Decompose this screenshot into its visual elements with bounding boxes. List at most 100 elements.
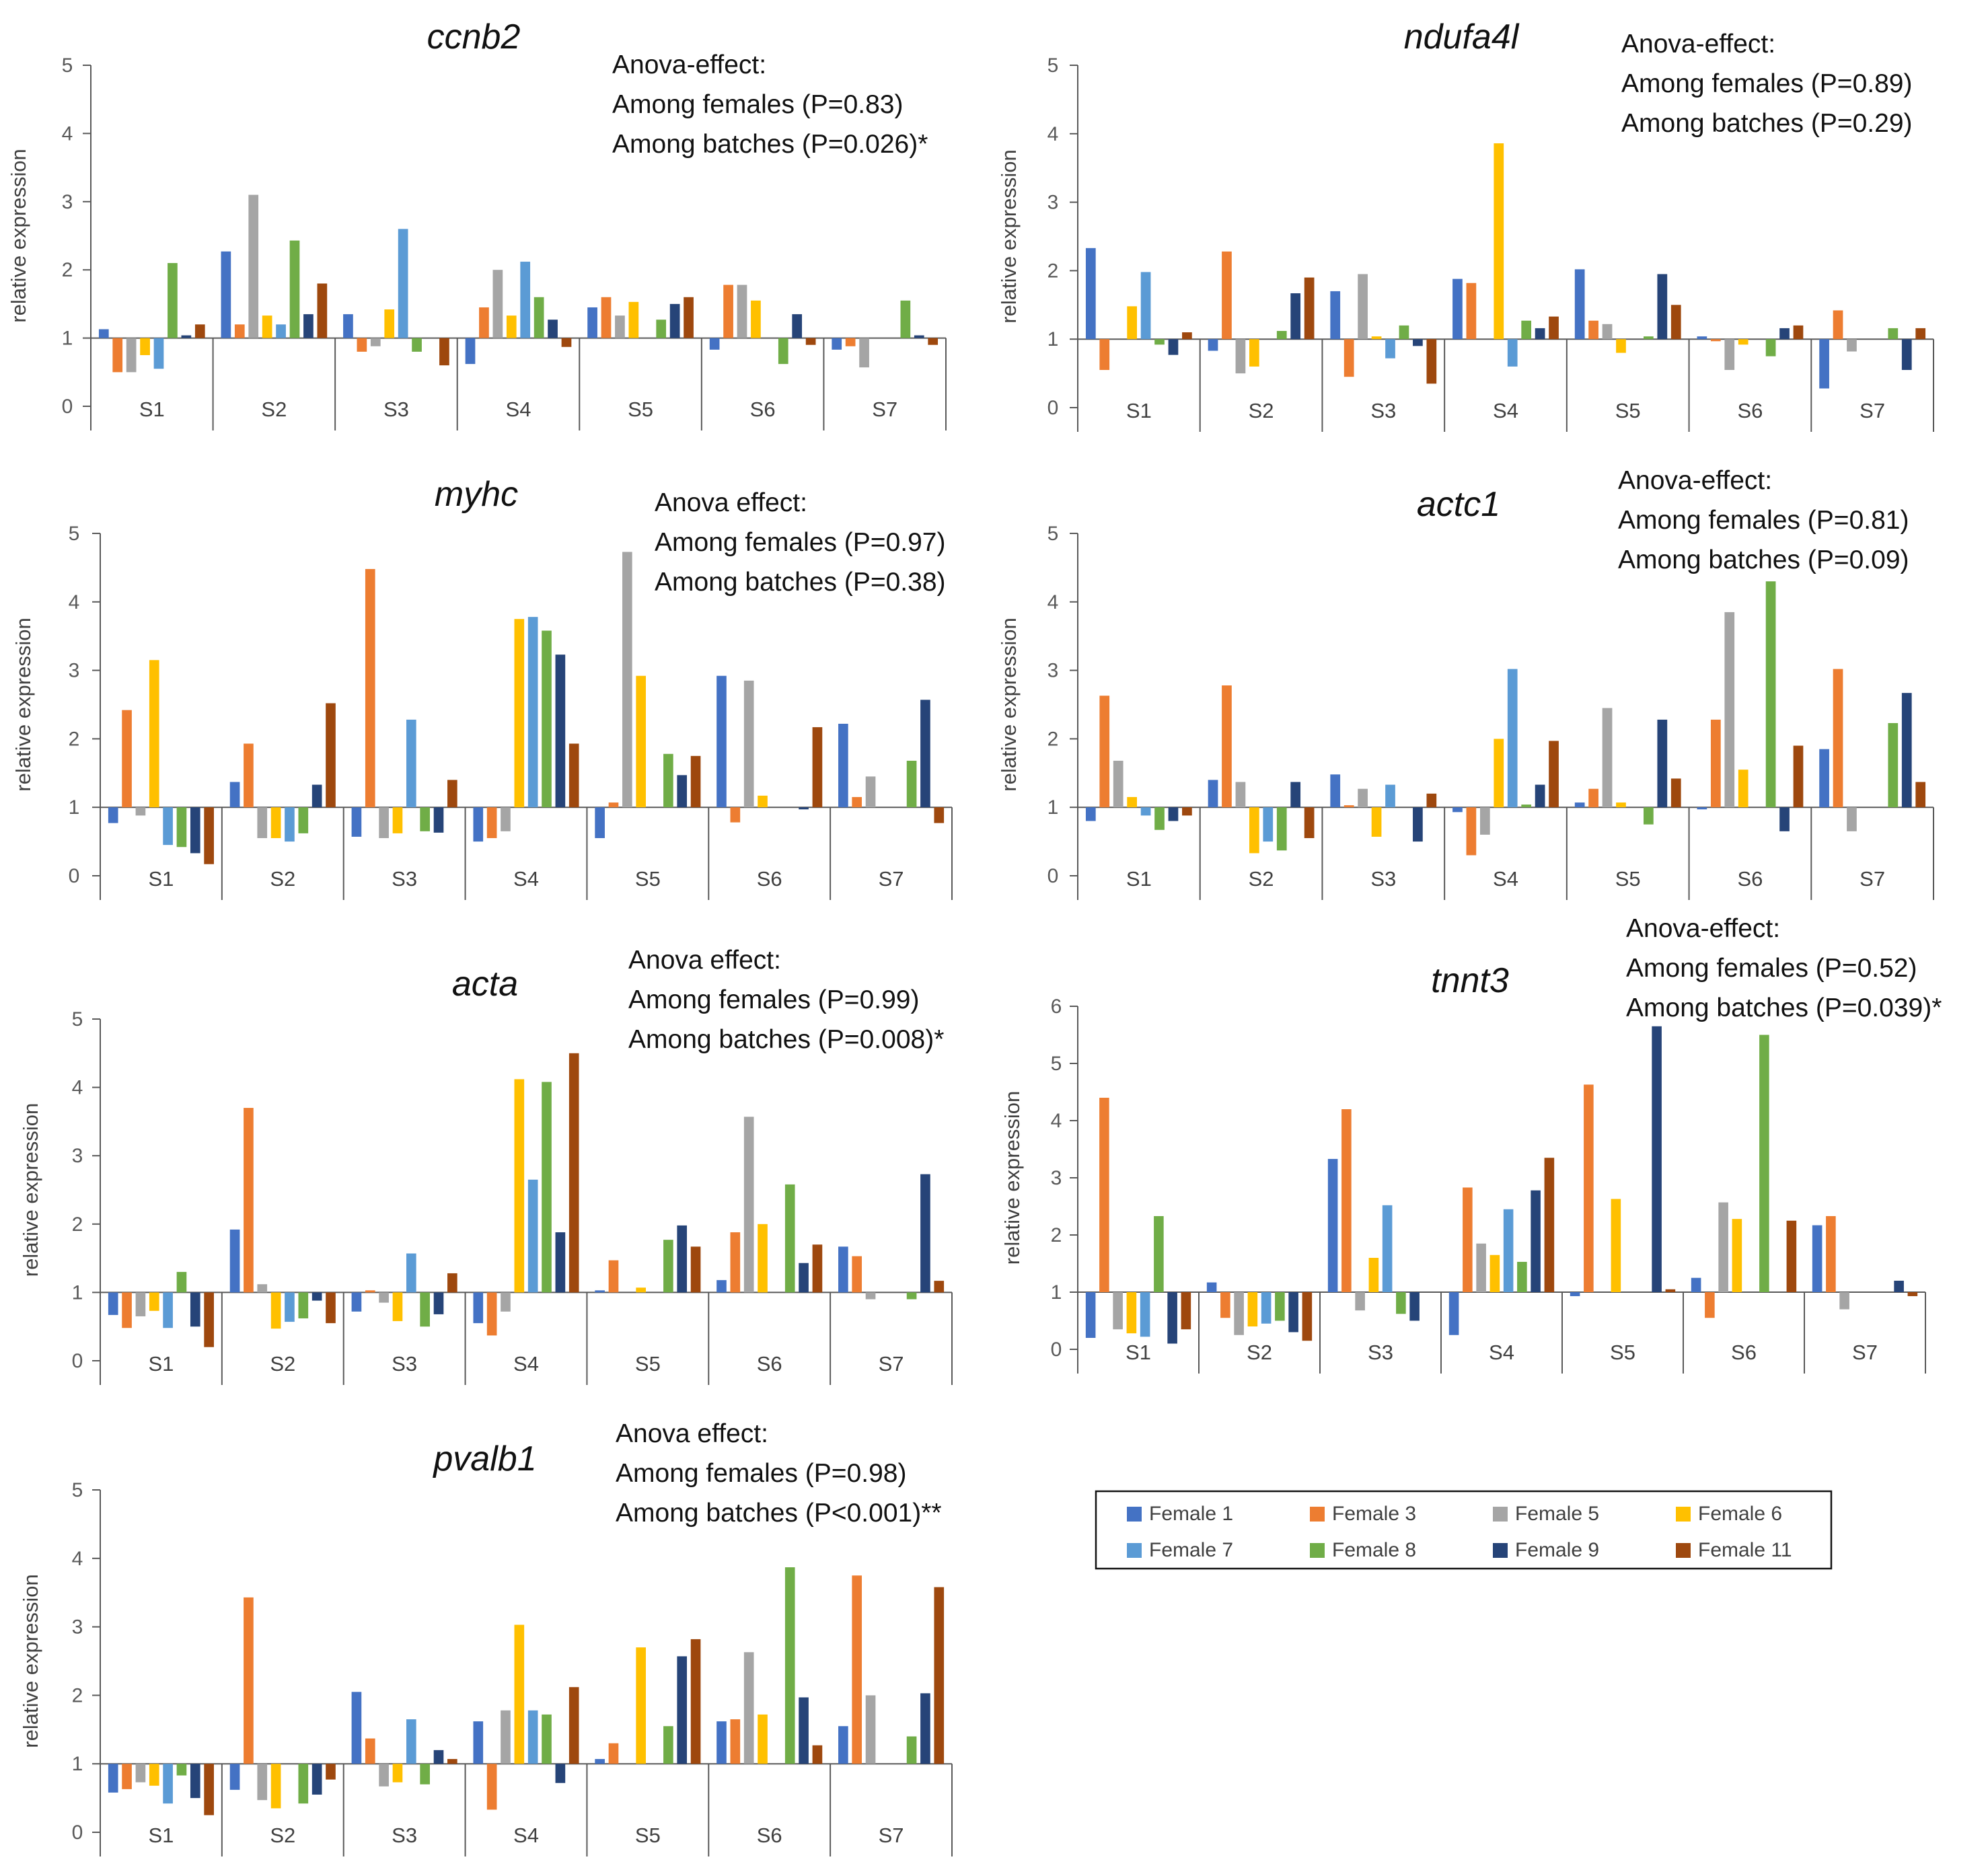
bar-S3-Female-6 [384,309,395,338]
bar-S2-Female-8 [298,807,309,833]
bar-S1-Female-8 [1154,807,1165,830]
bar-S6-Female-5 [743,680,754,808]
chart-title: actc1 [1417,485,1500,524]
bar-S2-Female-6 [270,807,281,839]
bar-S1-Female-9 [1168,807,1179,821]
bar-S4-Female-9 [548,320,558,338]
category-label: S1 [139,398,165,421]
bar-S4-Female-8 [542,1082,552,1293]
bar-S4-Female-11 [568,1053,579,1293]
bar-S1-Female-9 [190,807,200,854]
chart-title: ndufa4l [1404,17,1520,57]
bar-S4-Female-9 [555,1764,566,1783]
y-tick-label: 4 [69,591,80,613]
y-tick-label: 4 [1047,123,1059,145]
bar-S1-Female-1 [108,807,118,823]
category-label: S4 [513,1824,539,1847]
bar-S7-Female-5 [1847,339,1857,352]
bar-S1-Female-5 [126,338,137,373]
category-label: S6 [750,398,776,421]
category-label: S5 [635,867,661,891]
bar-S4-Female-7 [527,1710,538,1764]
bar-S4-Female-6 [506,315,517,338]
category-label: S5 [1615,867,1641,891]
bar-S6-Female-6 [1738,770,1748,808]
bar-S5-Female-9 [677,1225,688,1293]
bar-S2-Female-3 [1220,1292,1230,1318]
bar-S7-Female-5 [865,776,876,808]
category-label: S2 [270,1824,295,1847]
anova-line-2: Among females (P=0.83) [612,90,903,119]
y-axis-label: relative expression [11,617,35,791]
bar-S4-Female-6 [1494,143,1504,340]
bar-S7-Female-1 [838,1726,848,1764]
category-label: S4 [506,398,531,421]
bar-S7-Female-3 [1826,1215,1836,1292]
bar-S3-Female-7 [1385,339,1395,359]
bar-S6-Female-5 [1718,1202,1728,1292]
y-tick-label: 0 [72,1350,83,1372]
bar-S1-Female-5 [1113,760,1124,808]
anova-line-1: Anova-effect: [1618,466,1772,495]
bar-S7-Female-3 [852,796,862,808]
bar-S5-Female-6 [1616,339,1626,353]
bar-S4-Female-11 [1549,741,1559,808]
bar-S2-Female-9 [303,314,314,338]
bar-S3-Female-11 [447,780,457,808]
category-label: S5 [1615,399,1641,422]
category-label: S3 [1370,867,1396,891]
bar-S7-Female-1 [832,338,842,350]
chart-title: tnnt3 [1431,961,1509,1000]
y-tick-label: 5 [72,1008,83,1030]
bar-S3-Female-11 [1426,793,1437,808]
bar-S3-Female-5 [379,1764,389,1787]
bar-S4-Female-8 [533,297,544,338]
y-tick-label: 2 [1047,260,1059,282]
bar-S1-Female-3 [1099,696,1110,808]
bar-S1-Female-6 [1126,1292,1137,1334]
bar-S6-Female-11 [1786,1220,1797,1292]
bar-S4-Female-7 [527,1179,538,1293]
bar-S5-Female-3 [1588,788,1598,808]
anova-line-3: Among batches (P=0.008)* [628,1025,944,1054]
bar-S3-Female-6 [392,1764,403,1783]
bar-S5-Female-11 [690,1246,701,1293]
category-label: S5 [635,1352,661,1376]
bar-S5-Female-9 [669,303,680,338]
bar-S5-Female-6 [636,1647,647,1764]
legend: Female 1 Female 3 Female 5 Female 6 Female 7… [1095,1490,1833,1570]
bar-S2-Female-6 [1249,807,1259,854]
bar-S3-Female-6 [1371,336,1382,340]
bar-S2-Female-7 [285,807,295,842]
bar-S6-Female-6 [1732,1219,1742,1292]
anova-line-3: Among batches (P=0.039)* [1626,993,1942,1022]
bar-S1-Female-3 [122,710,132,808]
bar-S6-Female-6 [1738,339,1748,345]
bar-S2-Female-9 [1290,782,1301,808]
anova-line-1: Anova-effect: [612,50,766,79]
bar-S5-Female-8 [656,320,667,338]
bar-S7-Female-9 [914,335,924,338]
bar-S7-Female-8 [906,1292,917,1300]
bar-S5-Female-6 [636,675,647,808]
bar-S2-Female-11 [1304,277,1315,340]
bar-S1-Female-6 [149,1292,159,1311]
bar-S4-Female-5 [501,1292,511,1312]
bar-S2-Female-3 [1222,685,1232,808]
bar-S2-Female-6 [270,1764,281,1809]
bar-S2-Female-1 [229,1764,240,1790]
bar-S7-Female-8 [900,300,911,338]
bar-S3-Female-6 [392,1292,403,1322]
bar-S3-Female-7 [406,1253,416,1293]
bar-S2-Female-9 [311,1764,322,1795]
bar-S1-Female-6 [140,338,150,355]
chart-title: acta [452,965,518,1004]
legend-swatch [1310,1507,1325,1522]
bar-S2-Female-9 [1288,1292,1298,1333]
bar-S1-Female-11 [194,324,205,338]
y-tick-label: 0 [1047,865,1059,887]
bar-S1-Female-11 [1181,1292,1191,1330]
y-tick-label: 3 [1047,660,1059,682]
bar-S2-Female-8 [1275,1292,1285,1321]
bar-S1-Female-11 [204,807,214,864]
